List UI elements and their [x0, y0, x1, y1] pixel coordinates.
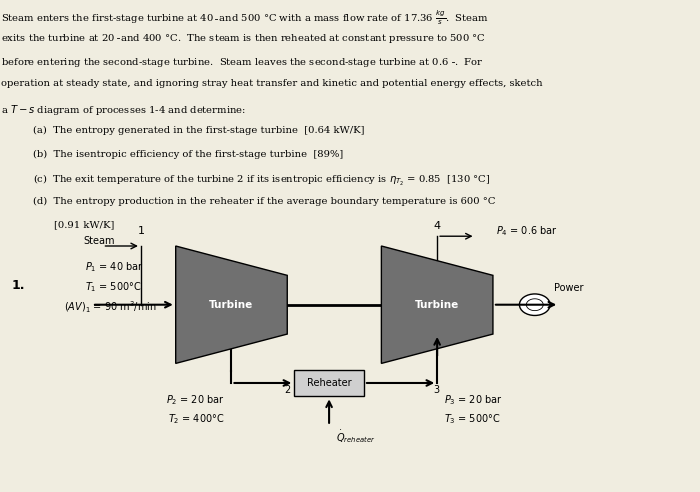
Text: 1.: 1. — [12, 278, 25, 292]
Text: (d)  The entropy production in the reheater if the average boundary temperature : (d) The entropy production in the reheat… — [33, 197, 496, 206]
Text: 3: 3 — [434, 385, 440, 396]
Text: $P_3$ = 20 bar: $P_3$ = 20 bar — [444, 393, 503, 406]
Text: 4: 4 — [433, 221, 441, 231]
Text: $P_4$ = 0.6 bar: $P_4$ = 0.6 bar — [496, 224, 558, 238]
Text: (c)  The exit temperature of the turbine 2 if its isentropic efficiency is $\eta: (c) The exit temperature of the turbine … — [33, 173, 490, 188]
Text: (b)  The isentropic efficiency of the first-stage turbine  [89%]: (b) The isentropic efficiency of the fir… — [33, 150, 343, 159]
Text: 2: 2 — [284, 385, 290, 396]
Text: Power: Power — [554, 282, 583, 293]
Text: Turbine: Turbine — [209, 300, 253, 309]
Text: $(AV)_1$ = 90 m$^3$/min: $(AV)_1$ = 90 m$^3$/min — [64, 300, 157, 315]
Text: operation at steady state, and ignoring stray heat transfer and kinetic and pote: operation at steady state, and ignoring … — [1, 79, 543, 88]
Polygon shape — [382, 246, 493, 364]
Text: $\dot{Q}_{reheater}$: $\dot{Q}_{reheater}$ — [336, 428, 375, 445]
Text: Reheater: Reheater — [307, 378, 351, 388]
Text: (a)  The entropy generated in the first-stage turbine  [0.64 kW/K]: (a) The entropy generated in the first-s… — [33, 126, 364, 135]
Text: $T_2$ = 400°C: $T_2$ = 400°C — [168, 412, 225, 426]
Text: a $T-s$ diagram of processes 1-4 and determine:: a $T-s$ diagram of processes 1-4 and det… — [1, 103, 246, 117]
Text: $P_2$ = 20 bar: $P_2$ = 20 bar — [166, 393, 225, 406]
Text: Turbine: Turbine — [415, 300, 459, 309]
Text: exits the turbine at 20 $\bar{}$ and 400 °C.  The steam is then reheated at cons: exits the turbine at 20 $\bar{}$ and 400… — [1, 32, 486, 45]
Text: Steam: Steam — [83, 236, 115, 246]
Text: Steam enters the first-stage turbine at 40 $\bar{}$ and 500 °C with a mass flow : Steam enters the first-stage turbine at … — [1, 9, 489, 27]
Polygon shape — [176, 246, 287, 364]
Text: $T_1$ = 500°C: $T_1$ = 500°C — [85, 280, 142, 294]
Text: $T_3$ = 500°C: $T_3$ = 500°C — [444, 412, 500, 426]
Circle shape — [519, 294, 550, 315]
FancyBboxPatch shape — [294, 369, 364, 397]
Text: [0.91 kW/K]: [0.91 kW/K] — [54, 220, 114, 229]
Text: before entering the second-stage turbine.  Steam leaves the second-stage turbine: before entering the second-stage turbine… — [1, 56, 484, 69]
Text: 1: 1 — [137, 226, 144, 236]
Text: $P_1$ = 40 bar: $P_1$ = 40 bar — [85, 261, 144, 275]
